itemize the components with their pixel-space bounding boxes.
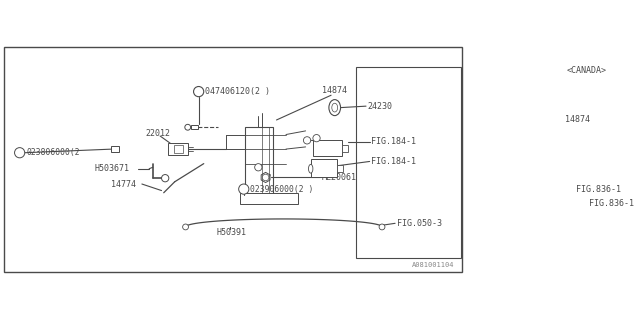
Text: S: S bbox=[196, 89, 200, 94]
Circle shape bbox=[313, 134, 320, 142]
Circle shape bbox=[193, 86, 204, 97]
Text: 14874: 14874 bbox=[564, 116, 589, 124]
Text: N: N bbox=[242, 187, 245, 192]
Circle shape bbox=[262, 174, 269, 181]
Circle shape bbox=[618, 162, 623, 166]
Ellipse shape bbox=[308, 164, 313, 173]
Circle shape bbox=[239, 184, 249, 194]
Text: FIG.836-1: FIG.836-1 bbox=[589, 199, 634, 208]
Text: 023806000(2: 023806000(2 bbox=[26, 148, 80, 157]
Text: <CANADA>: <CANADA> bbox=[566, 66, 607, 75]
Text: FIG.184-1: FIG.184-1 bbox=[371, 137, 416, 146]
Bar bbox=[342, 145, 348, 152]
Circle shape bbox=[379, 224, 385, 230]
Bar bbox=[191, 125, 198, 129]
Bar bbox=[240, 193, 298, 204]
Circle shape bbox=[303, 137, 310, 144]
Bar bbox=[111, 146, 118, 152]
Bar bbox=[168, 143, 188, 155]
Text: FIG.836-1: FIG.836-1 bbox=[576, 185, 621, 194]
Circle shape bbox=[182, 224, 188, 230]
FancyBboxPatch shape bbox=[606, 156, 628, 171]
Circle shape bbox=[185, 124, 191, 130]
Circle shape bbox=[161, 174, 169, 182]
FancyBboxPatch shape bbox=[313, 140, 342, 156]
FancyBboxPatch shape bbox=[602, 98, 623, 138]
Text: ML20061: ML20061 bbox=[322, 173, 356, 182]
FancyBboxPatch shape bbox=[310, 158, 337, 178]
Text: H503671: H503671 bbox=[95, 164, 129, 173]
Text: 24230: 24230 bbox=[367, 102, 392, 111]
Text: A081001104: A081001104 bbox=[412, 262, 455, 268]
Ellipse shape bbox=[332, 103, 338, 112]
Text: FIG.050-3: FIG.050-3 bbox=[397, 219, 442, 228]
FancyBboxPatch shape bbox=[245, 127, 273, 200]
Circle shape bbox=[15, 148, 25, 158]
Ellipse shape bbox=[329, 100, 340, 116]
Text: FIG.184-1: FIG.184-1 bbox=[371, 157, 416, 166]
Text: 047406120(2 ): 047406120(2 ) bbox=[205, 87, 270, 96]
Text: N: N bbox=[18, 150, 21, 155]
Circle shape bbox=[255, 164, 262, 171]
Text: H50391: H50391 bbox=[217, 228, 247, 236]
Text: 14774: 14774 bbox=[111, 180, 136, 188]
Text: 14874: 14874 bbox=[323, 86, 348, 95]
Bar bbox=[623, 110, 629, 122]
Text: 023906000(2 ): 023906000(2 ) bbox=[250, 185, 314, 194]
Bar bbox=[337, 165, 343, 172]
Bar bbox=[174, 146, 182, 153]
Circle shape bbox=[609, 162, 613, 166]
Text: 22012: 22012 bbox=[145, 129, 170, 138]
Bar bbox=[628, 161, 634, 166]
Bar bbox=[356, 67, 461, 258]
